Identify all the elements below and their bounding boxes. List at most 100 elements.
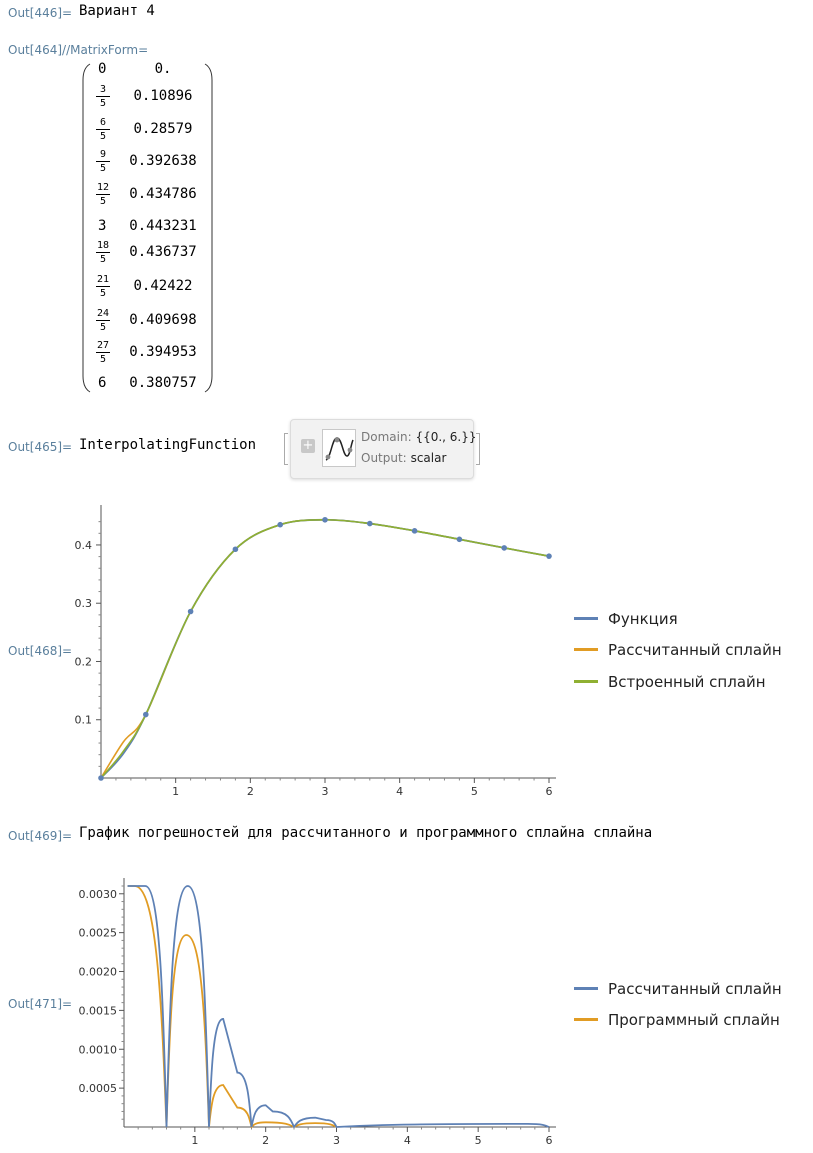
matrix-x-fraction: 24 5: [96, 308, 110, 333]
fraction-denominator: 5: [99, 322, 107, 333]
data-point: [501, 545, 508, 551]
spline-error-chart: 1 2 3 4 5 6 0.0005 0.0010 0.0015 0.0020 0.0025 0.00…: [79, 878, 556, 1147]
legend-item-computed-spline-error: Рассчитанный сплайн: [574, 980, 782, 998]
function-spline-chart: 1 2 3 4 5 6 0.1 0.2 0.3 0.4: [75, 505, 556, 798]
y-tick-label: 0.0015: [79, 1004, 118, 1017]
cell-label-465: Out[465]=: [8, 440, 73, 454]
matrix-y-value: 0.394953: [129, 344, 197, 360]
x-tick-label: 3: [333, 1134, 340, 1147]
matrix-y-value: 0.10896: [133, 88, 193, 104]
matrix-x-value: 6: [98, 375, 107, 391]
interpolation-thumbnail-icon: [322, 429, 356, 467]
domain-value: {{0., 6.}}: [415, 430, 477, 444]
interpolating-function-summary-box[interactable]: + Domain: {{0., 6.}} Output: scalar: [290, 419, 477, 479]
data-point: [143, 711, 149, 718]
fraction-denominator: 5: [99, 254, 107, 265]
fraction-numerator: 18: [96, 240, 110, 253]
matrix-x-fraction: 21 5: [96, 274, 110, 299]
x-tick-label: 5: [475, 1134, 482, 1147]
y-tick-label: 0.0005: [79, 1082, 118, 1095]
fraction-numerator: 27: [96, 340, 110, 353]
matrix-x-fraction: 12 5: [96, 182, 110, 207]
matrix-y-value: 0.443231: [129, 218, 197, 234]
matrix-parentheses: [82, 63, 213, 393]
variant-text: Вариант 4: [79, 3, 155, 19]
matrix-y-value: 0.434786: [129, 186, 197, 202]
x-tick-label: 2: [247, 785, 254, 798]
fraction-denominator: 5: [99, 354, 107, 365]
matrix-y-value: 0.436737: [129, 244, 197, 260]
left-bracket: [284, 433, 288, 465]
expand-plus-icon[interactable]: +: [301, 438, 315, 453]
x-tick-label: 2: [262, 1134, 269, 1147]
y-tick-label: 0.0025: [79, 927, 118, 940]
x-tick-label: 1: [172, 785, 179, 798]
y-tick-label: 0.0010: [79, 1043, 118, 1056]
x-tick-label: 1: [191, 1134, 198, 1147]
cell-label-446: Out[446]=: [8, 6, 73, 20]
data-point: [411, 528, 418, 534]
computed-spline-line: [100, 518, 550, 779]
legend-swatch-orange: [574, 648, 598, 651]
matrix-y-value: 0.: [154, 61, 172, 77]
legend-swatch-blue: [574, 617, 598, 620]
legend-swatch-orange: [574, 1018, 598, 1021]
fraction-numerator: 6: [96, 117, 110, 130]
y-tick-label: 0.4: [75, 539, 93, 552]
y-tick-label: 0.2: [75, 655, 93, 668]
error-chart-caption: График погрешностей для рассчитанного и …: [79, 825, 653, 841]
matrix-x-value: 0: [98, 61, 107, 77]
cell-label-468: Out[468]=: [8, 644, 73, 658]
y-tick-label: 0.0020: [79, 966, 118, 979]
data-point: [98, 775, 104, 781]
x-tick-label: 6: [546, 785, 553, 798]
fraction-denominator: 5: [99, 288, 107, 299]
legend-label: Встроенный сплайн: [608, 673, 766, 691]
legend-label: Рассчитанный сплайн: [608, 980, 782, 998]
matrix-x-fraction: 18 5: [96, 240, 110, 265]
data-point: [367, 520, 373, 527]
function-line: [100, 518, 550, 779]
matrix-y-value: 0.409698: [129, 312, 197, 328]
interpolating-function-head: InterpolatingFunction: [79, 437, 257, 453]
output-key: Output:: [361, 451, 407, 465]
x-tick-label: 5: [471, 785, 478, 798]
data-point: [232, 546, 239, 553]
data-point: [546, 553, 552, 559]
fraction-numerator: 3: [96, 84, 110, 97]
right-bracket: [476, 433, 480, 465]
legend-item-program-spline-error: Программный сплайн: [574, 1011, 780, 1029]
matrix-y-value: 0.392638: [129, 153, 197, 169]
fraction-denominator: 5: [99, 196, 107, 207]
legend-swatch-green: [574, 680, 598, 683]
cell-label-471: Out[471]=: [8, 997, 73, 1011]
data-point: [322, 516, 328, 523]
matrix-x-value: 3: [98, 218, 107, 234]
legend-item-computed-spline: Рассчитанный сплайн: [574, 641, 782, 659]
y-tick-label: 0.0030: [79, 888, 118, 901]
matrix-y-value: 0.28579: [133, 121, 193, 137]
output-value: scalar: [410, 451, 447, 465]
legend-label: Программный сплайн: [608, 1011, 780, 1029]
legend-item-function: Функция: [574, 610, 678, 628]
data-point: [277, 521, 283, 528]
x-tick-label: 4: [396, 785, 403, 798]
legend-item-builtin-spline: Встроенный сплайн: [574, 673, 766, 691]
y-tick-label: 0.1: [75, 714, 93, 727]
fraction-numerator: 12: [96, 182, 110, 195]
data-point: [456, 536, 463, 543]
y-tick-label: 0.3: [75, 597, 93, 610]
builtin-spline-line: [100, 518, 550, 779]
matrix-y-value: 0.380757: [129, 375, 197, 391]
fraction-denominator: 5: [99, 131, 107, 142]
cell-label-469: Out[469]=: [8, 829, 73, 843]
fraction-numerator: 21: [96, 274, 110, 287]
matrix-x-fraction: 27 5: [96, 340, 110, 365]
legend-label: Рассчитанный сплайн: [608, 641, 782, 659]
computed-spline-error-line: [127, 885, 550, 1128]
domain-key: Domain:: [361, 430, 412, 444]
cell-label-464: Out[464]//MatrixForm=: [8, 43, 149, 57]
